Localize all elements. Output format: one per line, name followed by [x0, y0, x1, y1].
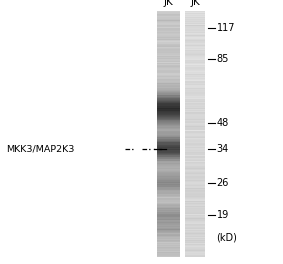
- Text: JK: JK: [164, 0, 173, 7]
- Text: 26: 26: [216, 178, 229, 188]
- Text: 117: 117: [216, 23, 235, 33]
- Text: 48: 48: [216, 118, 229, 128]
- Text: JK: JK: [190, 0, 200, 7]
- Text: 85: 85: [216, 54, 229, 64]
- Text: 34: 34: [216, 144, 229, 154]
- Text: MKK3/MAP2K3: MKK3/MAP2K3: [6, 145, 74, 154]
- Text: 19: 19: [216, 210, 229, 220]
- Text: (kD): (kD): [216, 233, 237, 243]
